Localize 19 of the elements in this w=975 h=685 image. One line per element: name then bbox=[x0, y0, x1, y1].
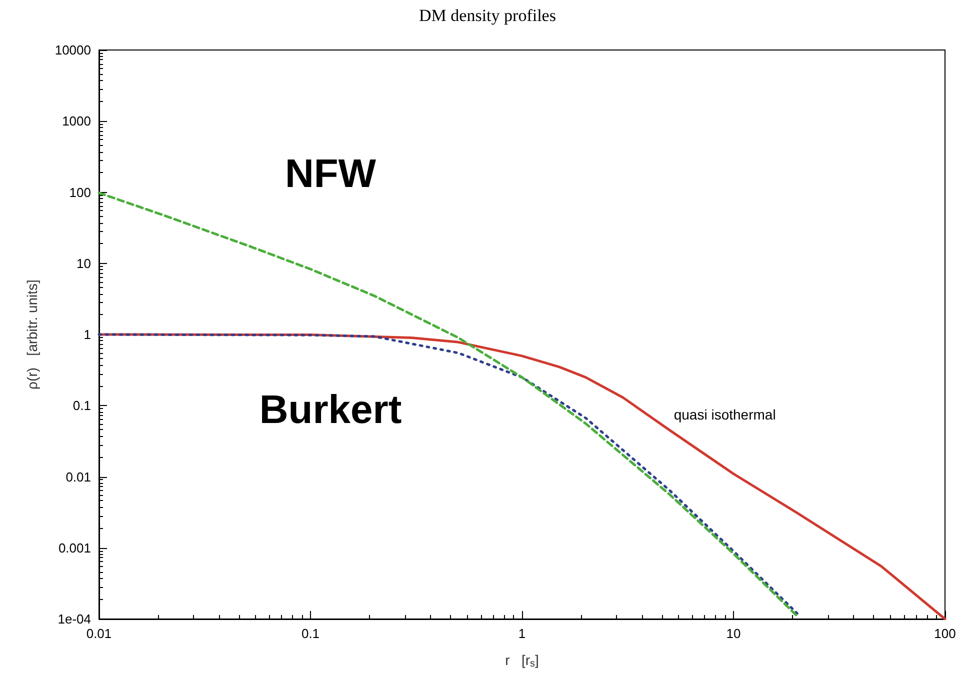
x-tick-label: 0.01 bbox=[86, 626, 112, 641]
series-label: quasi isothermal bbox=[674, 406, 776, 422]
y-tick-label: 10000 bbox=[54, 42, 91, 58]
x-tick-label: 100 bbox=[934, 626, 956, 641]
y-tick-label: 1 bbox=[84, 327, 91, 342]
x-tick-label: 1 bbox=[518, 626, 526, 641]
chart-title: DM density profiles bbox=[419, 6, 556, 25]
y-tick-label: 1e-04 bbox=[58, 612, 91, 626]
y-tick-label: 0.001 bbox=[58, 540, 91, 556]
x-tick-label: 10 bbox=[726, 626, 741, 641]
y-axis-title: ρ(r) [arbitr. units] bbox=[24, 280, 40, 390]
series-label: NFW bbox=[284, 152, 376, 196]
y-tick-label: 10 bbox=[76, 256, 91, 271]
y-tick-label: 100 bbox=[69, 184, 91, 200]
y-tick-label: 1000 bbox=[62, 114, 91, 129]
series-label: Burkert bbox=[259, 388, 402, 432]
y-tick-label: 0.01 bbox=[66, 469, 91, 484]
y-tick-label: 0.1 bbox=[72, 398, 91, 414]
x-tick-label: 0.1 bbox=[301, 626, 320, 641]
